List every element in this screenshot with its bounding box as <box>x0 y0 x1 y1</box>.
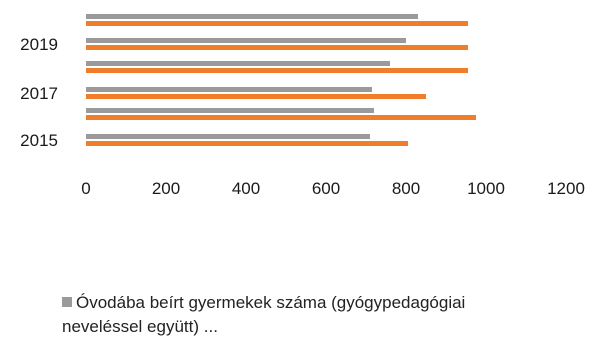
y-tick-label-2017: 2017 <box>20 84 58 103</box>
bar-2018-series-2 <box>86 68 468 73</box>
bar-2015-series-2 <box>86 141 408 146</box>
legend-line-1: Óvodába beírt gyermekek száma (gyógypeda… <box>62 291 582 315</box>
x-tick-label-1000: 1000 <box>467 179 505 198</box>
bar-2015-series-1 <box>86 134 370 139</box>
bar-2020-series-2 <box>86 21 468 26</box>
x-axis-tick-labels: 0 200 400 600 800 1000 1200 <box>81 179 585 198</box>
y-axis-tick-labels: 2015 2017 2019 <box>20 35 58 150</box>
bar-2016-series-1 <box>86 108 374 113</box>
y-tick-label-2019: 2019 <box>20 35 58 54</box>
legend-marker <box>62 297 72 307</box>
bar-2019-series-1 <box>86 38 406 43</box>
x-tick-label-1200: 1200 <box>547 179 585 198</box>
x-tick-label-600: 600 <box>312 179 340 198</box>
bar-2017-series-2 <box>86 94 426 99</box>
x-tick-label-200: 200 <box>152 179 180 198</box>
y-tick-label-2015: 2015 <box>20 131 58 150</box>
bar-2020-series-1 <box>86 14 418 19</box>
legend: Óvodába beírt gyermekek száma (gyógypeda… <box>62 291 582 339</box>
legend-label-line-2: neveléssel együtt) ... <box>62 317 218 336</box>
legend-label-line-1: Óvodába beírt gyermekek száma (gyógypeda… <box>76 293 466 312</box>
bar-2018-series-1 <box>86 61 390 66</box>
x-tick-label-400: 400 <box>232 179 260 198</box>
x-tick-label-800: 800 <box>392 179 420 198</box>
bar-2019-series-2 <box>86 45 468 50</box>
bar-2017-series-1 <box>86 87 372 92</box>
bar-2016-series-2 <box>86 115 476 120</box>
bars-group <box>86 14 476 146</box>
x-tick-label-0: 0 <box>81 179 90 198</box>
